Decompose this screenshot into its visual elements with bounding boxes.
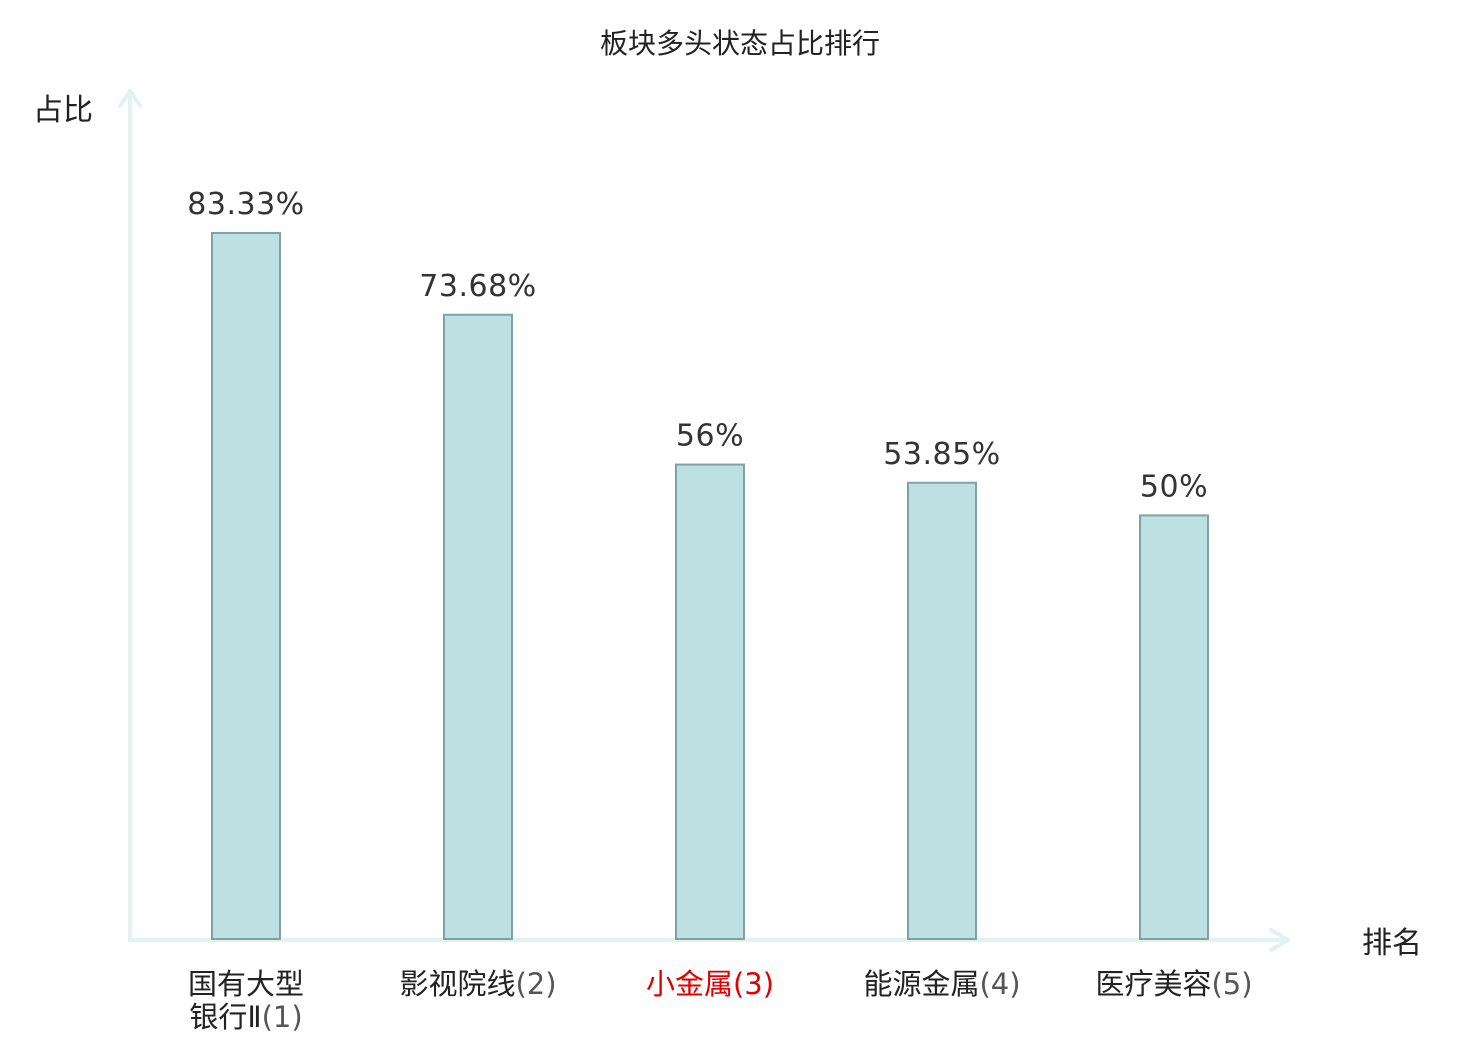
value-label-3: 56% — [676, 419, 744, 454]
bar-2 — [443, 313, 513, 940]
bars-group — [211, 232, 1209, 940]
x-axis-arrow — [1269, 928, 1290, 952]
bar-5 — [1139, 514, 1209, 940]
chart-title: 板块多头状态占比排行 — [600, 27, 880, 60]
y-axis-label: 占比 — [33, 93, 93, 128]
x-tick-label-4: 能源金属(4) — [863, 967, 1020, 1001]
x-tick-label-1-line-1: 国有大型 — [188, 967, 304, 1001]
bar-3 — [675, 463, 745, 940]
x-tick-rank: (4) — [979, 967, 1020, 1001]
x-tick-label-1-line-2: 银行Ⅱ(1) — [189, 1000, 302, 1034]
value-label-1: 83.33% — [187, 187, 304, 222]
value-label-4: 53.85% — [883, 437, 1000, 472]
x-tick-label-2: 影视院线(2) — [399, 967, 556, 1001]
bar-1 — [211, 232, 281, 940]
value-label-2: 73.68% — [419, 269, 536, 304]
x-tick-name: 影视院线 — [399, 967, 515, 1001]
x-tick-rank: (3) — [733, 967, 774, 1001]
y-axis-arrow — [118, 89, 142, 108]
x-tick-rank: (2) — [515, 967, 556, 1001]
x-tick-label-3: 小金属(3) — [646, 967, 774, 1001]
value-label-5: 50% — [1140, 469, 1208, 504]
x-axis-label: 排名 — [1362, 926, 1422, 961]
x-tick-rank: (1) — [262, 1000, 303, 1034]
bar-4 — [907, 481, 977, 940]
x-tick-name: 医疗美容 — [1095, 967, 1211, 1001]
x-tick-name: 国有大型 — [188, 967, 304, 1001]
value-labels-group: 83.33% 73.68% 56% 53.85% 50% — [187, 187, 1208, 504]
x-tick-name: 能源金属 — [863, 967, 979, 1001]
x-tick-name: 小金属 — [646, 967, 733, 1001]
x-tick-name: 银行Ⅱ — [189, 1000, 261, 1034]
x-tick-rank: (5) — [1211, 967, 1252, 1001]
x-tick-label-5: 医疗美容(5) — [1095, 967, 1252, 1001]
